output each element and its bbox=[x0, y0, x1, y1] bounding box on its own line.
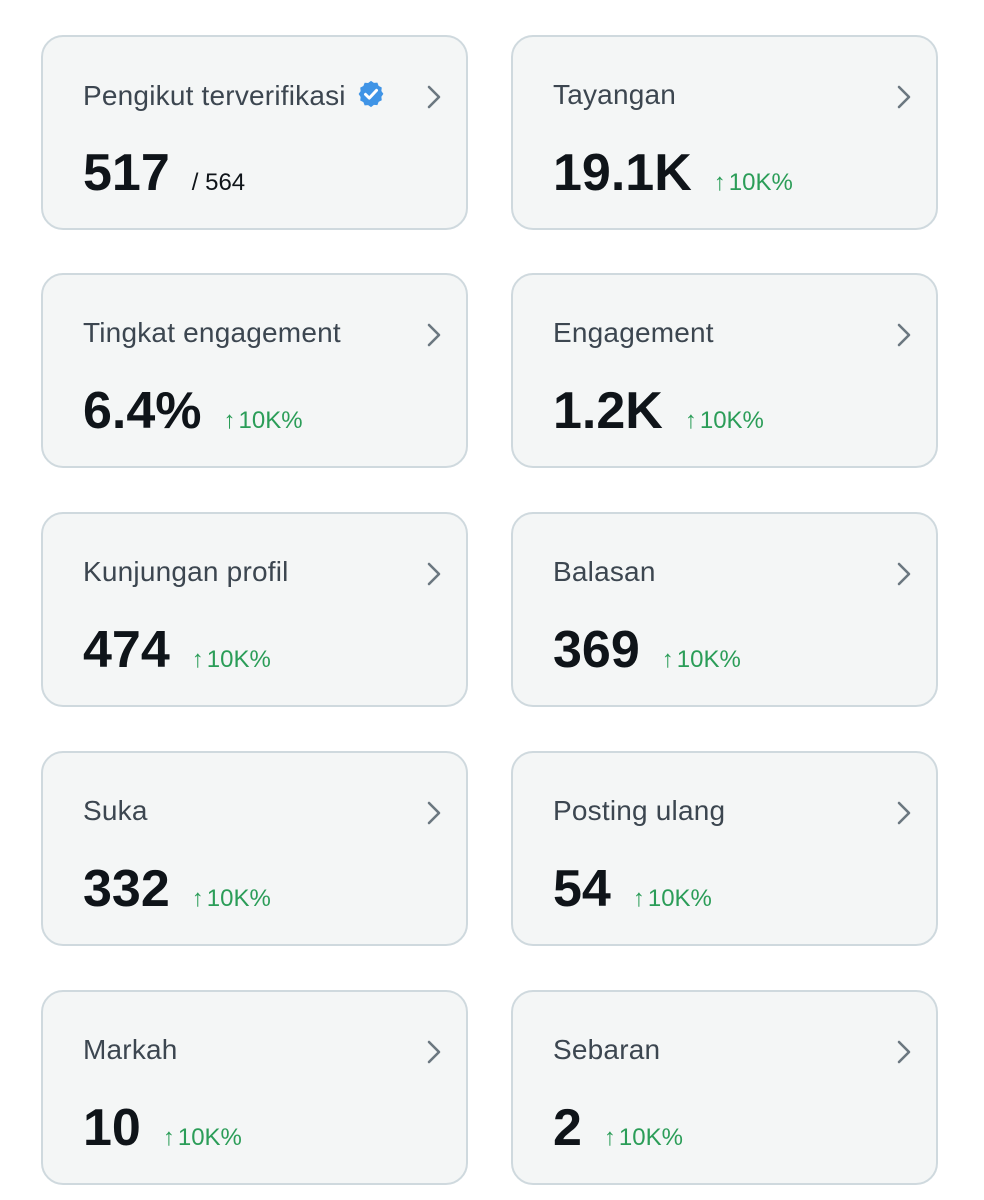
card-engagement[interactable]: Engagement 1.2K ↑ 10K% bbox=[511, 273, 938, 468]
chevron-right-icon[interactable] bbox=[894, 560, 914, 588]
chevron-right-icon[interactable] bbox=[894, 1038, 914, 1066]
chevron-right-icon[interactable] bbox=[424, 321, 444, 349]
card-delta: ↑ 10K% bbox=[224, 407, 303, 435]
card-delta-text: 10K% bbox=[618, 1124, 683, 1151]
card-delta: ↑ 10K% bbox=[163, 1124, 242, 1152]
card-value: 19.1K bbox=[553, 144, 692, 202]
chevron-right-icon[interactable] bbox=[424, 799, 444, 827]
card-delta: ↑ 10K% bbox=[662, 646, 741, 674]
card-total: / 564 bbox=[191, 169, 246, 196]
card-reposts[interactable]: Posting ulang 54 ↑ 10K% bbox=[511, 751, 938, 946]
card-value-row: 6.4% ↑ 10K% bbox=[83, 385, 303, 437]
card-value-row: 2 ↑ 10K% bbox=[553, 1102, 683, 1154]
arrow-up-icon: ↑ bbox=[191, 646, 204, 673]
arrow-up-icon: ↑ bbox=[162, 1124, 175, 1151]
verified-badge-icon bbox=[358, 80, 384, 108]
card-replies[interactable]: Balasan 369 ↑ 10K% bbox=[511, 512, 938, 707]
chevron-right-icon[interactable] bbox=[894, 321, 914, 349]
card-delta: ↑ 10K% bbox=[192, 885, 271, 913]
chevron-right-icon[interactable] bbox=[894, 83, 914, 111]
chevron-right-icon[interactable] bbox=[424, 1038, 444, 1066]
card-delta: ↑ 10K% bbox=[633, 885, 712, 913]
card-label: Suka bbox=[83, 795, 148, 826]
card-label: Markah bbox=[83, 1034, 178, 1065]
arrow-up-icon: ↑ bbox=[603, 1124, 616, 1151]
arrow-up-icon: ↑ bbox=[632, 885, 645, 912]
arrow-up-icon: ↑ bbox=[191, 885, 204, 912]
card-delta-text: 10K% bbox=[647, 885, 712, 912]
chevron-right-icon[interactable] bbox=[424, 83, 444, 111]
arrow-up-icon: ↑ bbox=[684, 407, 697, 434]
card-delta: ↑ 10K% bbox=[604, 1124, 683, 1152]
card-engagement-rate[interactable]: Tingkat engagement 6.4% ↑ 10K% bbox=[41, 273, 468, 468]
card-value-row: 517 / 564 bbox=[83, 147, 245, 199]
card-likes[interactable]: Suka 332 ↑ 10K% bbox=[41, 751, 468, 946]
card-shares[interactable]: Sebaran 2 ↑ 10K% bbox=[511, 990, 938, 1185]
card-verified-followers[interactable]: Pengikut terverifikasi 517 / 564 bbox=[41, 35, 468, 230]
arrow-up-icon: ↑ bbox=[713, 169, 726, 196]
card-delta-text: 10K% bbox=[206, 885, 271, 912]
card-value: 6.4% bbox=[83, 382, 202, 440]
card-value: 332 bbox=[83, 860, 170, 918]
card-delta-text: 10K% bbox=[676, 646, 741, 673]
card-value-row: 474 ↑ 10K% bbox=[83, 624, 271, 676]
card-delta: ↑ 10K% bbox=[685, 407, 764, 435]
card-value: 474 bbox=[83, 621, 170, 679]
card-label: Kunjungan profil bbox=[83, 556, 289, 587]
card-value-row: 332 ↑ 10K% bbox=[83, 863, 271, 915]
card-bookmarks[interactable]: Markah 10 ↑ 10K% bbox=[41, 990, 468, 1185]
card-delta-text: 10K% bbox=[728, 169, 793, 196]
card-delta-text: 10K% bbox=[238, 407, 303, 434]
card-label: Tingkat engagement bbox=[83, 317, 341, 348]
card-label: Pengikut terverifikasi bbox=[83, 79, 386, 112]
card-value-row: 19.1K ↑ 10K% bbox=[553, 147, 793, 199]
card-label: Posting ulang bbox=[553, 795, 726, 826]
card-value: 369 bbox=[553, 621, 640, 679]
card-delta-text: 10K% bbox=[206, 646, 271, 673]
arrow-up-icon: ↑ bbox=[661, 646, 674, 673]
card-label: Tayangan bbox=[553, 79, 677, 110]
card-value: 10 bbox=[83, 1099, 141, 1157]
card-delta-text: 10K% bbox=[177, 1124, 242, 1151]
card-value: 2 bbox=[553, 1099, 582, 1157]
arrow-up-icon: ↑ bbox=[223, 407, 236, 434]
card-value: 1.2K bbox=[553, 382, 663, 440]
card-label-text: Pengikut terverifikasi bbox=[83, 80, 346, 111]
card-label: Sebaran bbox=[553, 1034, 661, 1065]
card-value: 54 bbox=[553, 860, 611, 918]
card-label: Engagement bbox=[553, 317, 714, 348]
chevron-right-icon[interactable] bbox=[424, 560, 444, 588]
card-delta-text: 10K% bbox=[699, 407, 764, 434]
card-value-row: 369 ↑ 10K% bbox=[553, 624, 741, 676]
card-value-row: 54 ↑ 10K% bbox=[553, 863, 712, 915]
card-value-row: 10 ↑ 10K% bbox=[83, 1102, 242, 1154]
card-delta: ↑ 10K% bbox=[192, 646, 271, 674]
card-value-row: 1.2K ↑ 10K% bbox=[553, 385, 764, 437]
chevron-right-icon[interactable] bbox=[894, 799, 914, 827]
card-profile-visits[interactable]: Kunjungan profil 474 ↑ 10K% bbox=[41, 512, 468, 707]
card-impressions[interactable]: Tayangan 19.1K ↑ 10K% bbox=[511, 35, 938, 230]
card-value: 517 bbox=[83, 144, 170, 202]
card-delta: ↑ 10K% bbox=[714, 169, 793, 197]
card-label: Balasan bbox=[553, 556, 656, 587]
